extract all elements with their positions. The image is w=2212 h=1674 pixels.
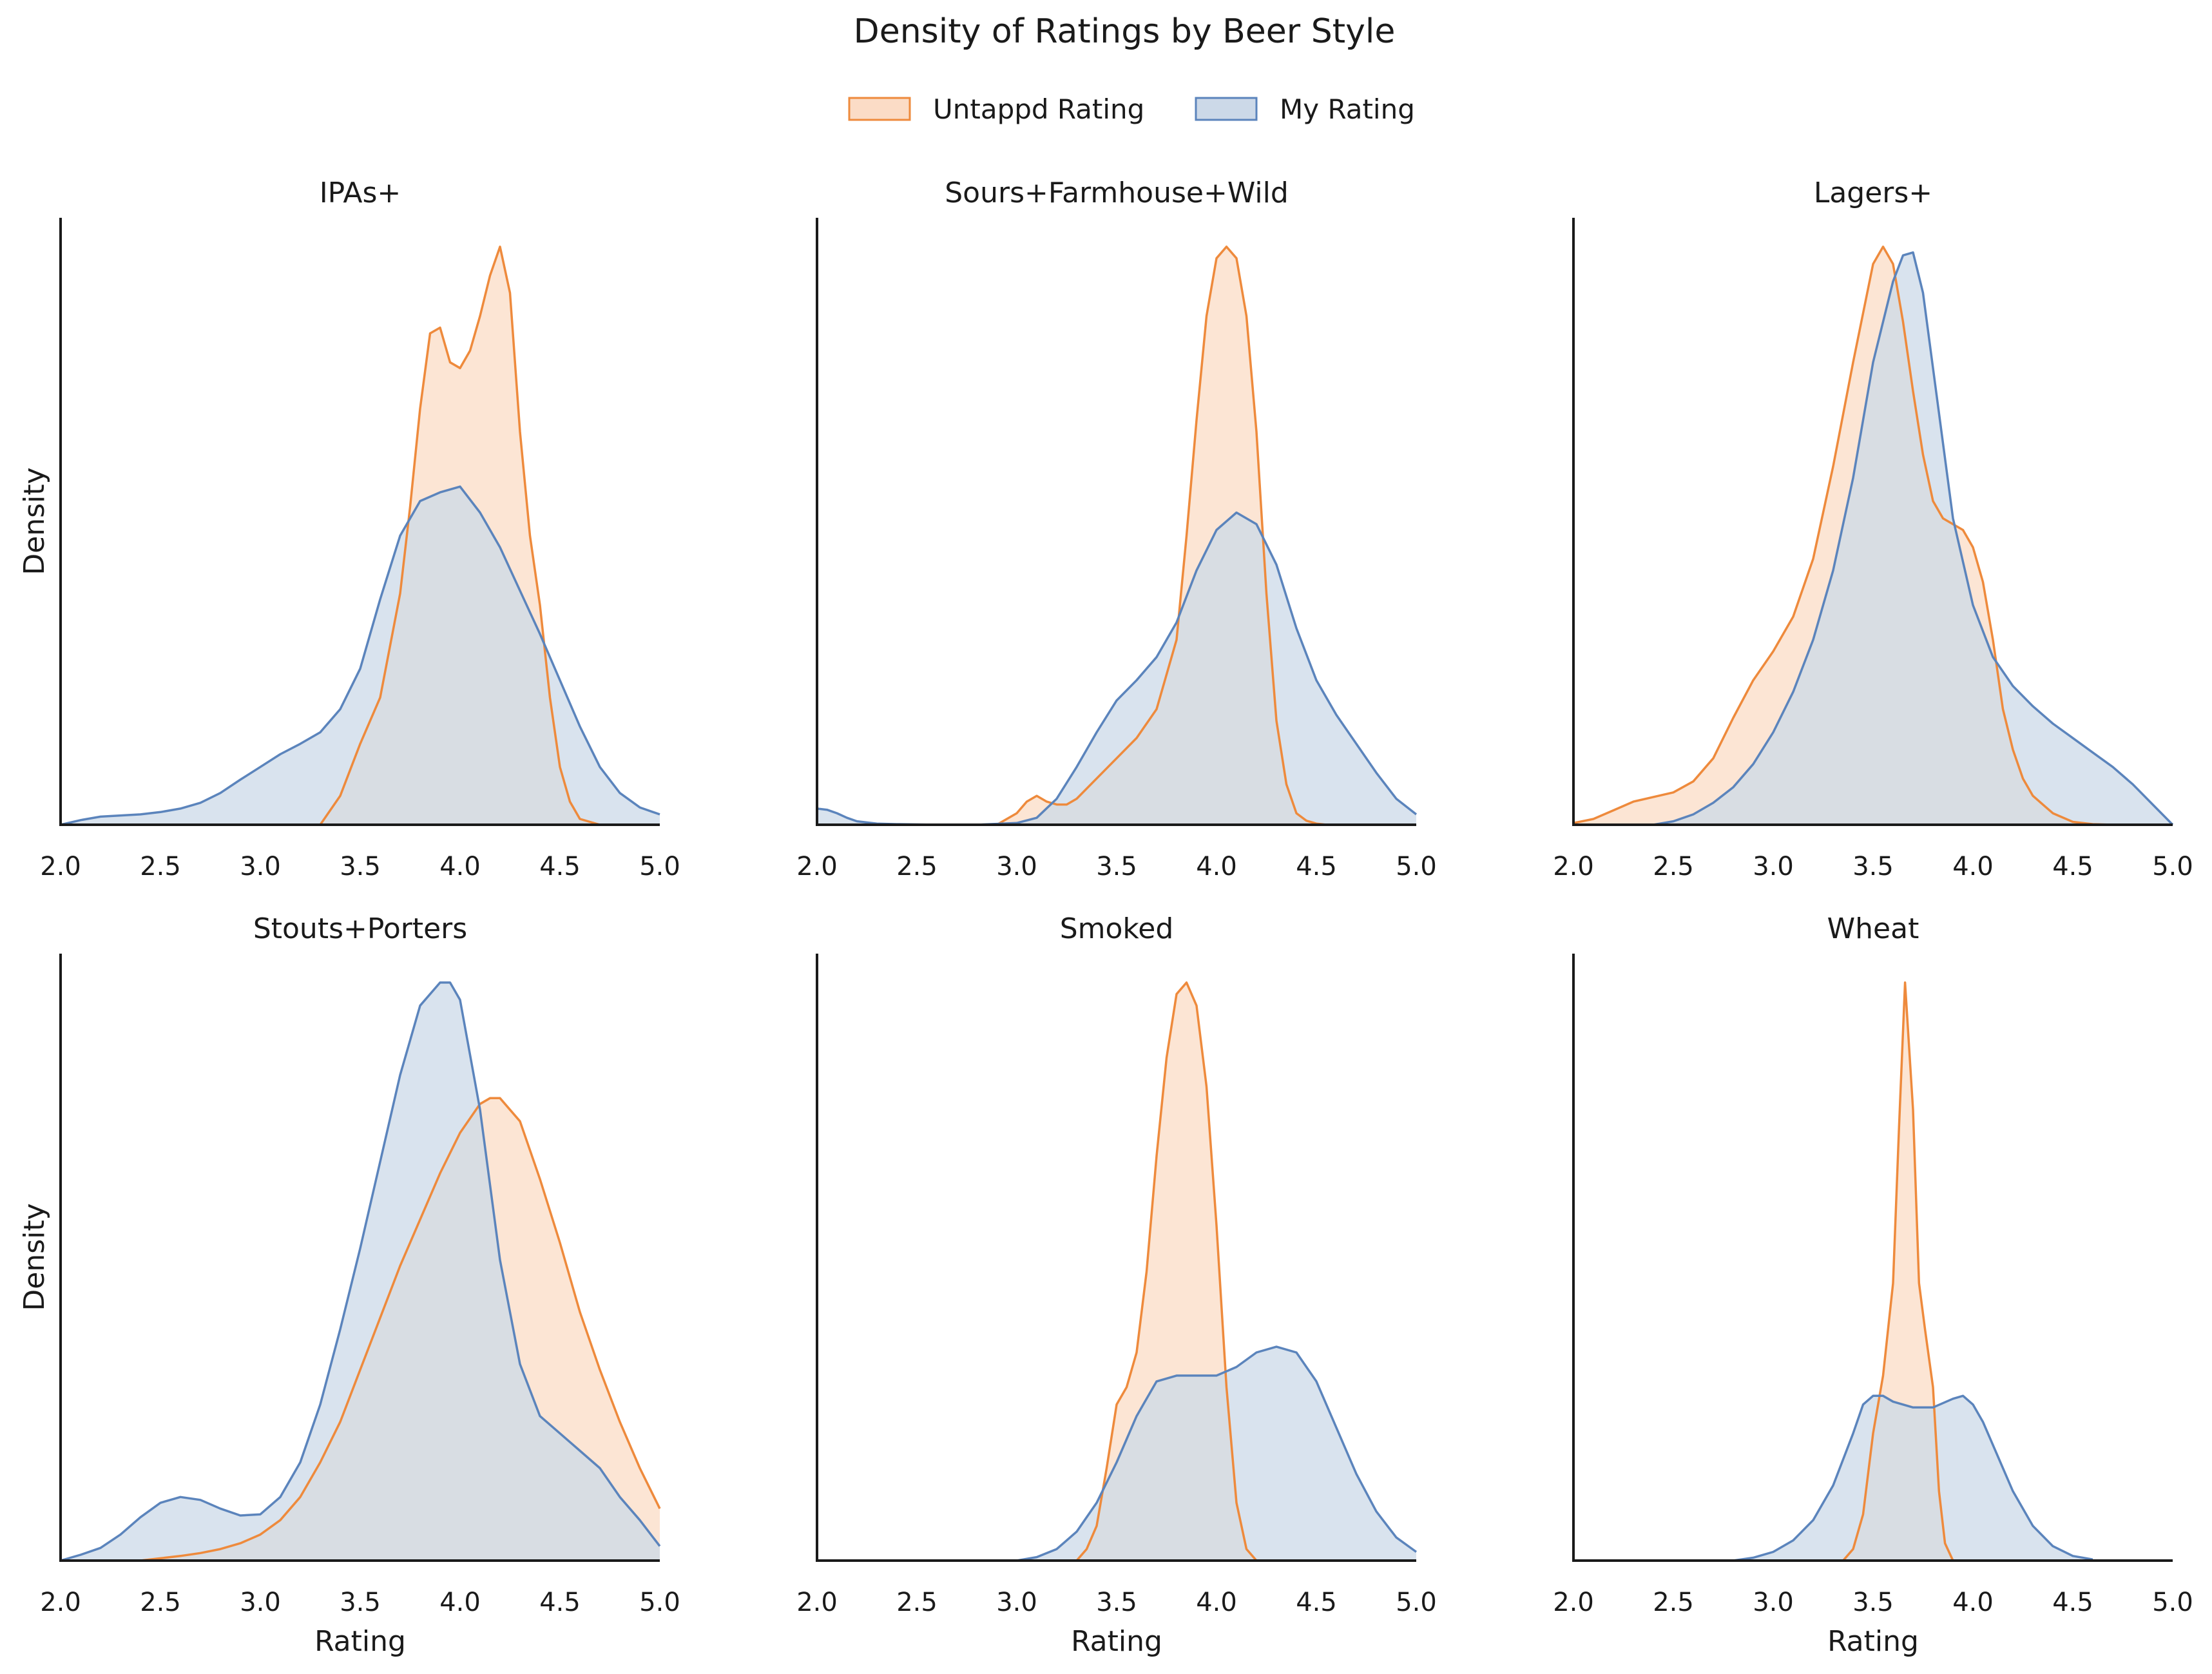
x-tick-label: 3.5 bbox=[1852, 852, 1894, 881]
x-tick-label: 3.0 bbox=[1753, 852, 1794, 881]
x-tick-label: 5.0 bbox=[1396, 852, 1437, 881]
density-line-untappd bbox=[1075, 981, 1258, 1562]
x-tick-label: 5.0 bbox=[2152, 852, 2193, 881]
panel-2: 2.0 2.5 3.0 3.5 4.0 4.5 5.0 Sours+Farmhouse+Wil… bbox=[796, 177, 1437, 881]
density-line-my-rating bbox=[1733, 1394, 2093, 1562]
x-tick-label: 5.0 bbox=[2152, 1588, 2193, 1617]
x-tick-label: 5.0 bbox=[639, 1588, 680, 1617]
x-tick-label: 4.0 bbox=[1952, 852, 1994, 881]
x-tick-label: 4.5 bbox=[2052, 852, 2093, 881]
panel-5: 2.0 2.5 3.0 3.5 4.0 4.5 5.0 Smoked Rating bbox=[796, 912, 1437, 1658]
legend-swatch-my-rating bbox=[1195, 97, 1258, 121]
density-line-untappd bbox=[319, 245, 601, 826]
density-area-my-rating bbox=[1733, 1396, 2093, 1561]
density-line-my-rating bbox=[60, 981, 661, 1562]
panel-title: Lagers+ bbox=[1814, 177, 1932, 209]
y-axis-label: Density bbox=[18, 1203, 51, 1311]
density-line-my-rating bbox=[60, 485, 660, 826]
x-tick-label: 4.5 bbox=[2052, 1588, 2093, 1617]
x-tick-label: 3.0 bbox=[996, 1588, 1037, 1617]
density-line-my-rating bbox=[816, 511, 1418, 826]
x-tick-label: 4.5 bbox=[1296, 1588, 1337, 1617]
legend: Untappd Rating My Rating bbox=[848, 93, 1415, 125]
x-tick-label: 2.0 bbox=[1553, 1588, 1594, 1617]
legend-label-untappd: Untappd Rating bbox=[933, 93, 1144, 125]
x-tick-label: 2.0 bbox=[40, 852, 81, 881]
x-axis-label: Rating bbox=[1071, 1625, 1162, 1658]
x-tick-label: 4.5 bbox=[1296, 852, 1337, 881]
legend-swatch-untappd bbox=[848, 97, 911, 121]
x-tick-label: 3.0 bbox=[240, 1588, 281, 1617]
density-area-my-rating bbox=[1653, 252, 2173, 825]
x-tick-label: 4.5 bbox=[539, 1588, 581, 1617]
x-tick-label: 3.0 bbox=[996, 852, 1037, 881]
x-tick-label: 4.0 bbox=[1952, 1588, 1994, 1617]
x-tick-label: 3.5 bbox=[1852, 1588, 1894, 1617]
panel-title: Sours+Farmhouse+Wild bbox=[945, 177, 1289, 209]
x-tick-label: 3.5 bbox=[1096, 852, 1137, 881]
x-tick-label: 2.5 bbox=[896, 1588, 938, 1617]
x-tick-label: 2.5 bbox=[140, 852, 181, 881]
x-tick-label: 2.0 bbox=[1553, 852, 1594, 881]
density-line-my-rating bbox=[1016, 1345, 1418, 1562]
x-tick-label: 3.5 bbox=[1096, 1588, 1137, 1617]
x-axis-label: Rating bbox=[314, 1625, 406, 1658]
x-tick-label: 5.0 bbox=[639, 852, 680, 881]
density-area-my-rating bbox=[61, 982, 660, 1561]
legend-label-my-rating: My Rating bbox=[1280, 93, 1415, 125]
panel-title: Stouts+Porters bbox=[253, 912, 467, 945]
y-axis-label: Density bbox=[18, 467, 51, 575]
x-tick-label: 3.5 bbox=[340, 852, 381, 881]
density-line-untappd bbox=[1573, 245, 2113, 826]
x-tick-label: 4.0 bbox=[439, 852, 481, 881]
x-tick-label: 2.5 bbox=[140, 1588, 181, 1617]
density-area-my-rating bbox=[1017, 1347, 1416, 1561]
x-tick-label: 5.0 bbox=[1396, 1588, 1437, 1617]
density-area-my-rating bbox=[61, 486, 660, 825]
x-tick-label: 2.5 bbox=[1653, 1588, 1694, 1617]
x-tick-label: 4.0 bbox=[1196, 1588, 1237, 1617]
panel-title: Wheat bbox=[1827, 912, 1919, 945]
x-tick-label: 2.5 bbox=[896, 852, 938, 881]
panel-6: 2.0 2.5 3.0 3.5 4.0 4.5 5.0 Wheat Rating bbox=[1553, 912, 2193, 1658]
x-tick-label: 2.0 bbox=[796, 852, 838, 881]
x-tick-label: 2.5 bbox=[1653, 852, 1694, 881]
x-tick-label: 2.0 bbox=[40, 1588, 81, 1617]
panel-4: 2.0 2.5 3.0 3.5 4.0 4.5 5.0 Stouts+Porters Densi… bbox=[18, 912, 680, 1658]
x-tick-label: 2.0 bbox=[796, 1588, 838, 1617]
x-tick-label: 3.0 bbox=[240, 852, 281, 881]
x-axis-label: Rating bbox=[1827, 1625, 1919, 1658]
x-tick-label: 4.0 bbox=[439, 1588, 481, 1617]
density-line-untappd bbox=[140, 1097, 661, 1562]
panel-1: 2.0 2.5 3.0 3.5 4.0 4.5 5.0 IPAs+ Density bbox=[18, 177, 680, 881]
panel-title: Smoked bbox=[1060, 912, 1174, 945]
panels-grid: 2.0 2.5 3.0 3.5 4.0 4.5 5.0 IPAs+ Density 2.0 2.5 3… bbox=[18, 177, 2193, 1658]
x-tick-label: 4.5 bbox=[539, 852, 581, 881]
x-tick-label: 3.5 bbox=[340, 1588, 381, 1617]
chart-title: Density of Ratings by Beer Style bbox=[854, 12, 1396, 51]
x-tick-label: 4.0 bbox=[1196, 852, 1237, 881]
x-tick-label: 3.0 bbox=[1753, 1588, 1794, 1617]
panel-title: IPAs+ bbox=[320, 177, 401, 209]
density-area-my-rating bbox=[817, 512, 1416, 825]
panel-3: 2.0 2.5 3.0 3.5 4.0 4.5 5.0 Lagers+ bbox=[1553, 177, 2193, 881]
density-line-my-rating bbox=[1653, 251, 2174, 826]
density-line-untappd bbox=[1842, 981, 1954, 1562]
